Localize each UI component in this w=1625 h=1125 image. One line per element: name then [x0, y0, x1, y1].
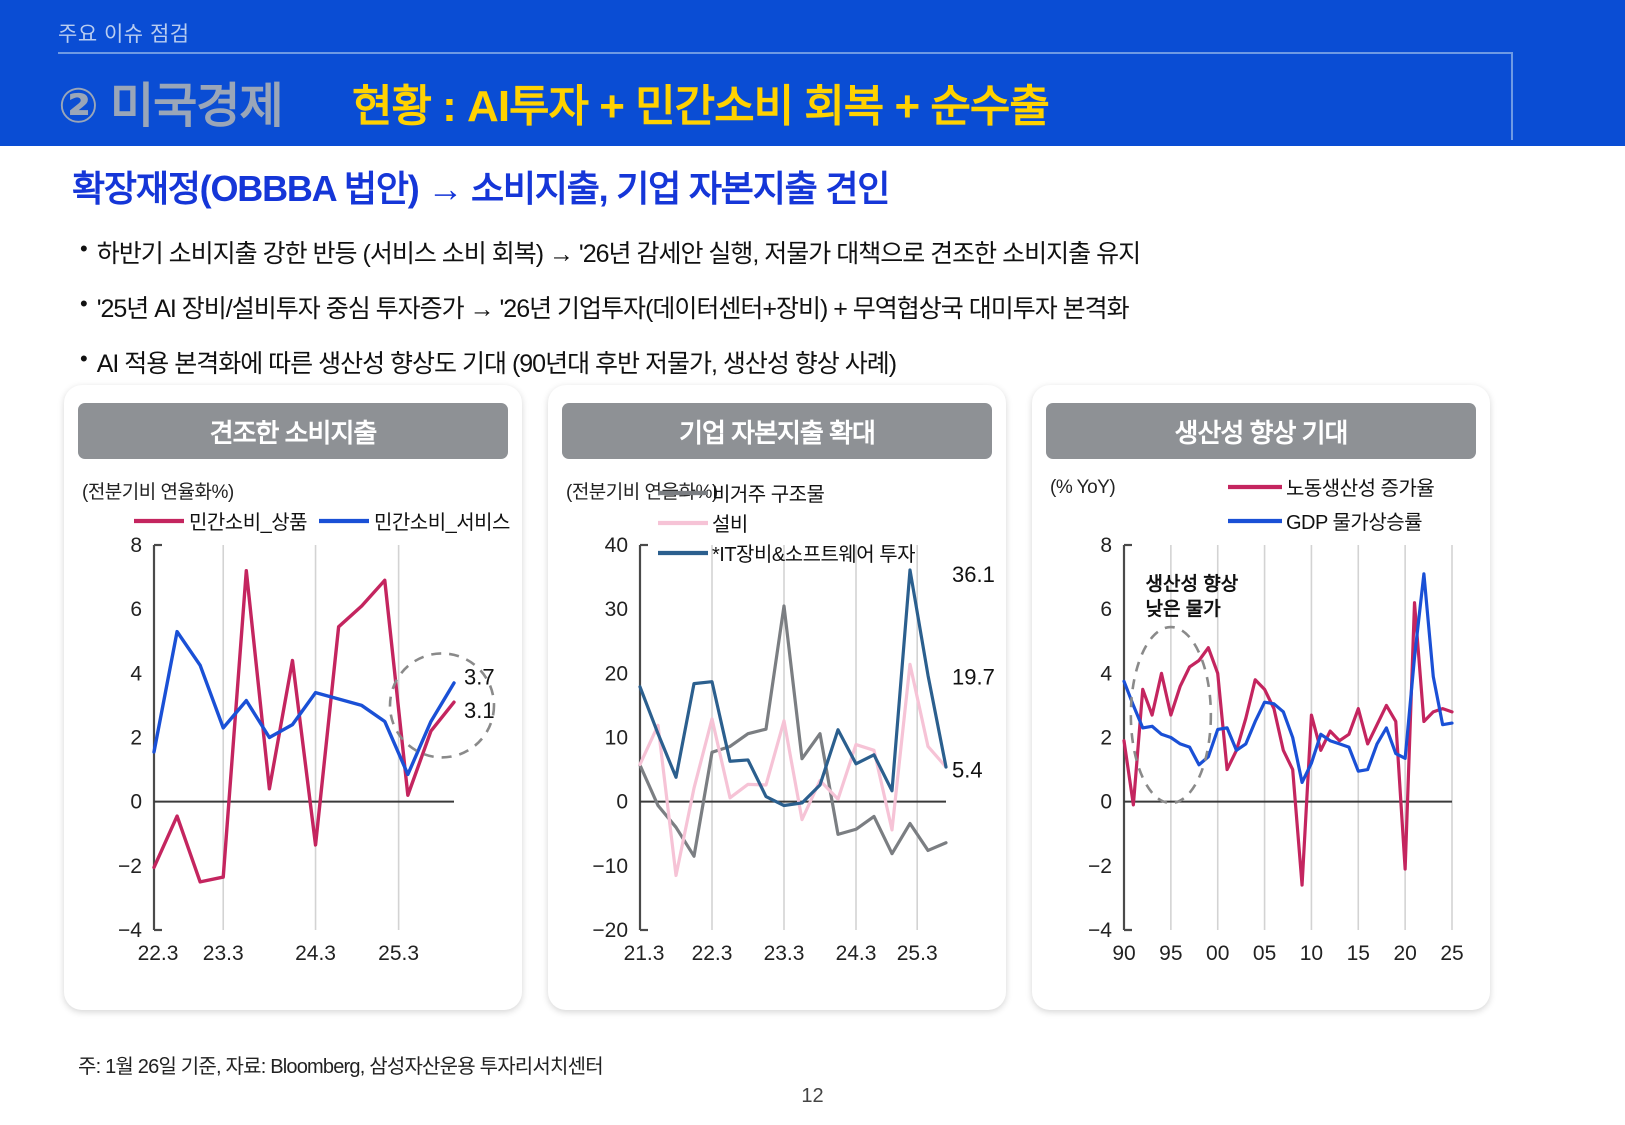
chart-title: 견조한 소비지출 — [78, 403, 508, 459]
svg-text:−20: −20 — [592, 919, 628, 942]
bullet-dot-icon: • — [80, 236, 88, 261]
bullet-list: • 하반기 소비지출 강한 반등 (서비스 소비 회복) → '26년 감세안 … — [80, 234, 1560, 399]
svg-text:40: 40 — [605, 534, 628, 557]
svg-text:24.3: 24.3 — [295, 942, 336, 965]
header-section-label: ② 미국경제 — [58, 80, 284, 133]
svg-text:GDP 물가상승률: GDP 물가상승률 — [1286, 511, 1422, 534]
svg-text:25.3: 25.3 — [378, 942, 419, 965]
svg-text:낮은 물가: 낮은 물가 — [1146, 598, 1222, 620]
chart-title: 기업 자본지출 확대 — [562, 403, 992, 459]
svg-text:−4: −4 — [1088, 919, 1112, 942]
svg-text:19.7: 19.7 — [952, 665, 995, 690]
bullet-dot-icon: • — [80, 291, 88, 316]
svg-text:3.7: 3.7 — [464, 665, 495, 690]
chart-unit-label: (전분기비 연율화%) — [82, 482, 234, 503]
svg-text:−4: −4 — [118, 919, 142, 942]
svg-text:*IT장비&소프트웨어 투자: *IT장비&소프트웨어 투자 — [712, 543, 915, 566]
bullet-text: AI 적용 본격화에 따른 생산성 향상도 기대 (90년대 후반 저물가, 생… — [96, 350, 897, 378]
source-footnote: 주: 1월 26일 기준, 자료: Bloomberg, 삼성자산운용 투자리서… — [78, 1056, 604, 1078]
chart-panel-group: 견조한 소비지출 (전분기비 연율화%) −4 −2 0 2 4 6 8 22.3 23.3 24… — [64, 385, 1490, 1010]
svg-text:22.3: 22.3 — [692, 942, 733, 965]
svg-text:10: 10 — [605, 727, 628, 750]
chart-unit-label: (% YoY) — [1050, 477, 1116, 498]
header-rule-vertical — [1511, 52, 1513, 140]
svg-text:0: 0 — [616, 791, 628, 814]
svg-text:21.3: 21.3 — [624, 942, 665, 965]
bullet-text: 하반기 소비지출 강한 반등 (서비스 소비 회복) → '26년 감세안 실행… — [96, 240, 1141, 268]
svg-text:−10: −10 — [592, 855, 628, 878]
chart-title: 생산성 향상 기대 — [1046, 403, 1476, 459]
svg-text:25.3: 25.3 — [897, 942, 938, 965]
page-title: 현황 : AI투자 + 민간소비 회복 + 순수출 — [352, 82, 1050, 131]
svg-text:15: 15 — [1347, 942, 1370, 965]
svg-text:25: 25 — [1440, 942, 1463, 965]
svg-text:24.3: 24.3 — [836, 942, 877, 965]
svg-text:90: 90 — [1112, 942, 1135, 965]
svg-text:−2: −2 — [118, 855, 142, 878]
svg-text:2: 2 — [130, 727, 142, 750]
svg-text:0: 0 — [1100, 791, 1112, 814]
svg-text:5.4: 5.4 — [952, 758, 983, 783]
header-band — [0, 0, 1625, 146]
svg-text:노동생산성 증가율: 노동생산성 증가율 — [1286, 477, 1434, 500]
chart-panel-productivity: 생산성 향상 기대 (% YoY) −4 −2 0 2 4 6 8 90 95 00 05 10 15 2… — [1032, 385, 1490, 1010]
svg-text:23.3: 23.3 — [203, 942, 244, 965]
svg-text:생산성 향상: 생산성 향상 — [1146, 573, 1239, 595]
header-kicker: 주요 이슈 점검 — [58, 23, 190, 46]
list-item: • AI 적용 본격화에 따른 생산성 향상도 기대 (90년대 후반 저물가,… — [80, 344, 1560, 380]
header-rule-horizontal — [58, 52, 1513, 54]
svg-text:0: 0 — [130, 791, 142, 814]
svg-text:민간소비_상품: 민간소비_상품 — [189, 511, 307, 534]
svg-text:10: 10 — [1300, 942, 1323, 965]
svg-text:민간소비_서비스: 민간소비_서비스 — [374, 511, 510, 534]
chart-canvas-capex: −20 −10 0 10 20 30 40 21.3 22.3 23.3 24.3 25.3 36.1 1… — [592, 483, 995, 965]
svg-text:8: 8 — [130, 534, 142, 557]
bullet-dot-icon: • — [80, 346, 88, 371]
svg-text:−2: −2 — [1088, 855, 1112, 878]
svg-text:05: 05 — [1253, 942, 1276, 965]
svg-text:20: 20 — [605, 662, 628, 685]
page-number: 12 — [801, 1085, 824, 1107]
svg-text:설비: 설비 — [712, 513, 748, 536]
svg-text:22.3: 22.3 — [138, 942, 179, 965]
svg-text:2: 2 — [1100, 727, 1112, 750]
chart-unit-label: (전분기비 연율화%) — [566, 482, 718, 503]
list-item: • 하반기 소비지출 강한 반등 (서비스 소비 회복) → '26년 감세안 … — [80, 234, 1560, 270]
svg-text:36.1: 36.1 — [952, 562, 995, 587]
svg-text:6: 6 — [1100, 598, 1112, 621]
svg-text:6: 6 — [130, 598, 142, 621]
section-subtitle: 확장재정(OBBBA 법안) → 소비지출, 기업 자본지출 견인 — [72, 168, 890, 209]
svg-text:23.3: 23.3 — [764, 942, 805, 965]
svg-text:30: 30 — [605, 598, 628, 621]
svg-text:95: 95 — [1159, 942, 1182, 965]
chart-panel-capex: 기업 자본지출 확대 (전분기비 연율화%) −20 −10 0 10 20 30 40 21… — [548, 385, 1006, 1010]
list-item: • '25년 AI 장비/설비투자 중심 투자증가 → '26년 기업투자(데이… — [80, 289, 1560, 325]
svg-text:20: 20 — [1393, 942, 1416, 965]
svg-text:3.1: 3.1 — [464, 698, 495, 723]
svg-text:4: 4 — [130, 662, 142, 685]
svg-text:비거주 구조물: 비거주 구조물 — [712, 483, 825, 506]
svg-text:00: 00 — [1206, 942, 1229, 965]
bullet-text: '25년 AI 장비/설비투자 중심 투자증가 → '26년 기업투자(데이터센… — [96, 295, 1130, 323]
svg-text:8: 8 — [1100, 534, 1112, 557]
chart-canvas-consumption: −4 −2 0 2 4 6 8 22.3 23.3 24.3 25.3 3.7 3.1 민간소비_상품 민간… — [118, 511, 510, 965]
chart-panel-consumption: 견조한 소비지출 (전분기비 연율화%) −4 −2 0 2 4 6 8 22.3 23.3 24… — [64, 385, 522, 1010]
svg-text:4: 4 — [1100, 662, 1112, 685]
